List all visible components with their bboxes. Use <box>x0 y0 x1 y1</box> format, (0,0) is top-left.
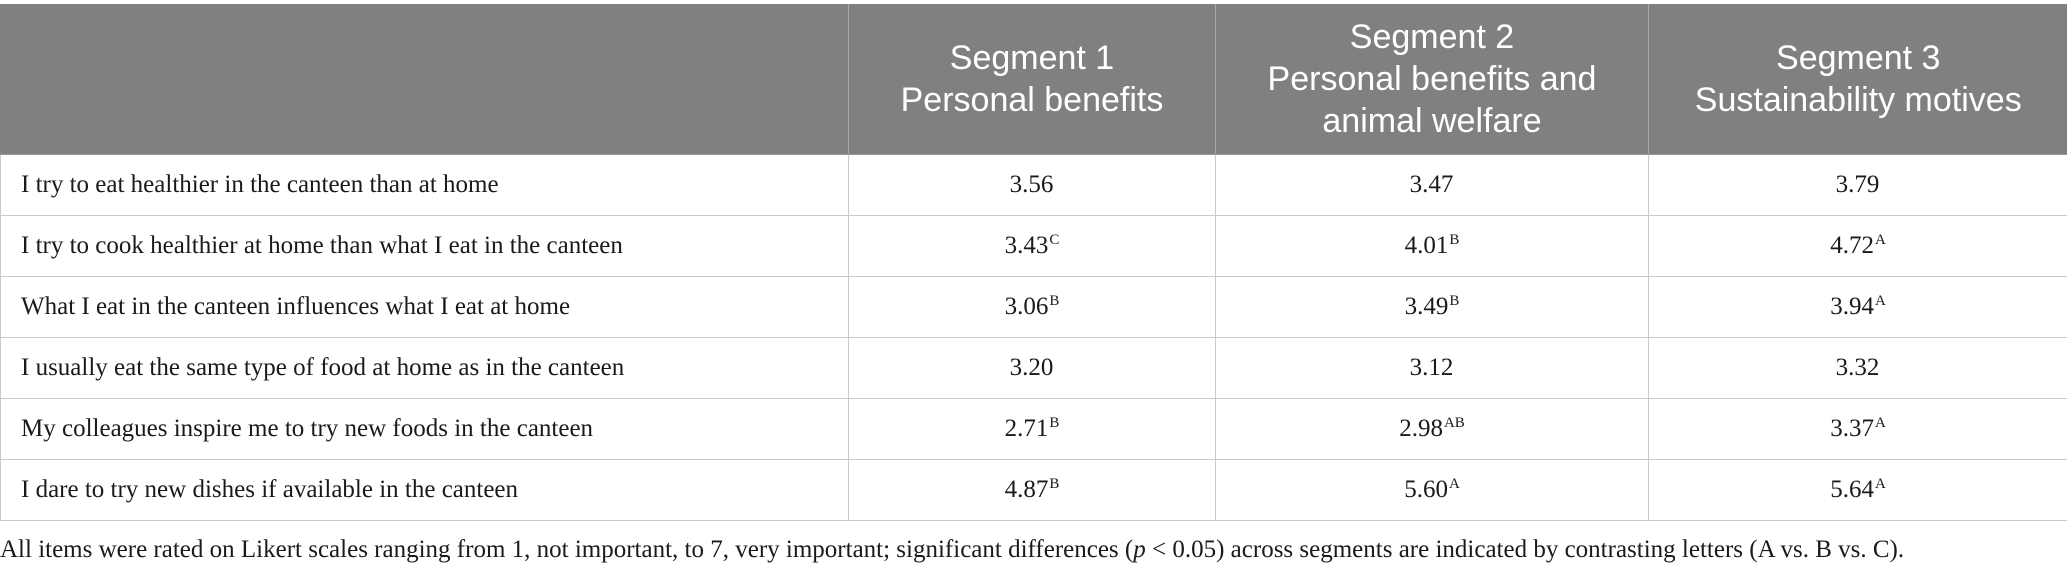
value-cell-segment-2: 4.01B <box>1215 214 1649 277</box>
value-cell-segment-1: 3.06B <box>848 275 1216 338</box>
significance-letter: A <box>1874 414 1886 431</box>
table-body: I try to eat healthier in the canteen th… <box>0 153 2067 521</box>
table-header: Segment 1 Personal benefits Segment 2 Pe… <box>0 4 2067 155</box>
value: 3.32 <box>1835 353 1880 381</box>
value: 3.43 <box>1004 231 1049 259</box>
table-row: I try to cook healthier at home than wha… <box>0 214 2067 277</box>
header-segment-1: Segment 1 Personal benefits <box>848 4 1216 155</box>
header-line: Personal benefits and <box>1267 59 1597 98</box>
value-cell-segment-3: 3.79 <box>1648 153 2067 216</box>
value-cell-segment-3: 4.72A <box>1648 214 2067 277</box>
value: 5.64 <box>1830 475 1874 503</box>
significance-letter: AB <box>1443 414 1465 431</box>
value: 3.49 <box>1404 292 1449 320</box>
footnote-text: < 0.05) across segments are indicated by… <box>1145 536 1905 563</box>
table-row: My colleagues inspire me to try new food… <box>0 397 2067 460</box>
table-row: I dare to try new dishes if available in… <box>0 458 2067 521</box>
value-cell-segment-3: 3.94A <box>1648 275 2067 338</box>
header-line: Segment 3 <box>1776 38 1941 77</box>
row-label: What I eat in the canteen influences wha… <box>0 275 849 338</box>
significance-letter: C <box>1049 231 1060 248</box>
header-line: Segment 1 <box>949 38 1115 77</box>
significance-letter: B <box>1049 475 1060 492</box>
value-cell-segment-2: 2.98AB <box>1215 397 1649 460</box>
table-footnote: All items were rated on Likert scales ra… <box>0 536 2067 564</box>
value-cell-segment-2: 3.47 <box>1215 153 1649 216</box>
footnote-text: All items were rated on Likert scales ra… <box>0 536 1134 563</box>
header-segment-2: Segment 2 Personal benefits and animal w… <box>1215 4 1649 155</box>
value: 5.60 <box>1404 475 1448 503</box>
significance-letter: A <box>1448 475 1460 492</box>
results-table: Segment 1 Personal benefits Segment 2 Pe… <box>0 4 2067 521</box>
header-line: Personal benefits <box>900 80 1164 119</box>
significance-letter: A <box>1874 231 1886 248</box>
value: 3.37 <box>1830 414 1874 442</box>
value-cell-segment-3: 5.64A <box>1648 458 2067 521</box>
value-cell-segment-2: 3.49B <box>1215 275 1649 338</box>
value: 2.98 <box>1399 414 1443 442</box>
table-row: I try to eat healthier in the canteen th… <box>0 153 2067 216</box>
value: 2.71 <box>1004 414 1049 442</box>
header-row: Segment 1 Personal benefits Segment 2 Pe… <box>0 4 2067 155</box>
header-line: Segment 2 <box>1349 17 1515 56</box>
header-segment-3: Segment 3 Sustainability motives <box>1648 4 2067 155</box>
value: 4.01 <box>1404 231 1449 259</box>
value: 3.56 <box>1009 170 1054 198</box>
value-cell-segment-1: 3.56 <box>848 153 1216 216</box>
value-cell-segment-2: 3.12 <box>1215 336 1649 399</box>
value: 4.72 <box>1830 231 1874 259</box>
row-label: My colleagues inspire me to try new food… <box>0 397 849 460</box>
table-row: I usually eat the same type of food at h… <box>0 336 2067 399</box>
value: 4.87 <box>1004 475 1049 503</box>
value-cell-segment-1: 3.20 <box>848 336 1216 399</box>
value-cell-segment-1: 3.43C <box>848 214 1216 277</box>
value: 3.20 <box>1009 353 1054 381</box>
header-line: Sustainability motives <box>1694 80 2022 119</box>
header-cell-empty <box>0 4 849 155</box>
significance-letter: A <box>1874 475 1886 492</box>
value: 3.12 <box>1409 353 1454 381</box>
value-cell-segment-1: 2.71B <box>848 397 1216 460</box>
significance-letter: B <box>1449 292 1460 309</box>
row-label: I try to eat healthier in the canteen th… <box>0 153 849 216</box>
row-label: I try to cook healthier at home than wha… <box>0 214 849 277</box>
footnote-p-symbol: p <box>1133 536 1146 563</box>
header-line: animal welfare <box>1322 101 1542 140</box>
significance-letter: B <box>1049 292 1060 309</box>
table-row: What I eat in the canteen influences wha… <box>0 275 2067 338</box>
value: 3.47 <box>1409 170 1454 198</box>
value-cell-segment-1: 4.87B <box>848 458 1216 521</box>
significance-letter: B <box>1049 414 1060 431</box>
value-cell-segment-3: 3.37A <box>1648 397 2067 460</box>
value: 3.06 <box>1004 292 1049 320</box>
value: 3.79 <box>1835 170 1880 198</box>
value-cell-segment-2: 5.60A <box>1215 458 1649 521</box>
significance-letter: B <box>1449 231 1460 248</box>
significance-letter: A <box>1874 292 1886 309</box>
value-cell-segment-3: 3.32 <box>1648 336 2067 399</box>
row-label: I usually eat the same type of food at h… <box>0 336 849 399</box>
row-label: I dare to try new dishes if available in… <box>0 458 849 521</box>
value: 3.94 <box>1830 292 1874 320</box>
